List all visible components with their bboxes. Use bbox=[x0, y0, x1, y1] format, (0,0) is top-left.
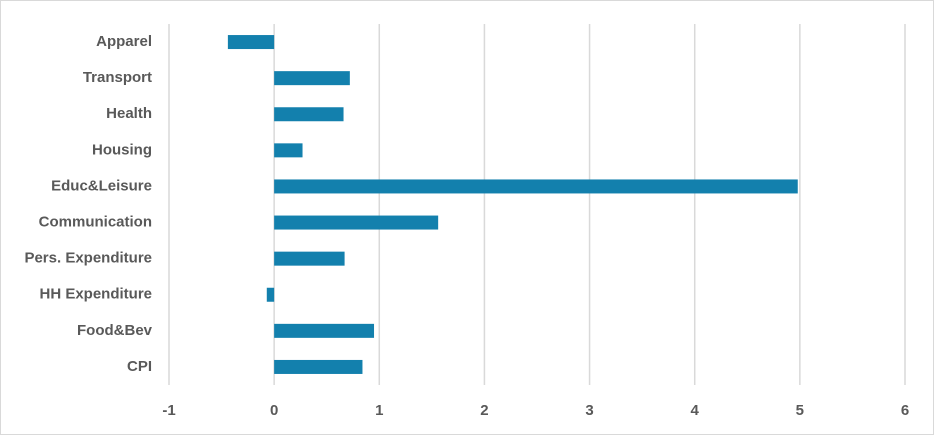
bar bbox=[274, 143, 303, 158]
x-tick-label: 5 bbox=[796, 402, 804, 419]
x-tick-label: 1 bbox=[375, 402, 383, 419]
x-tick-label: -1 bbox=[162, 402, 175, 419]
bar bbox=[274, 359, 363, 374]
x-tick-label: 6 bbox=[901, 402, 909, 419]
y-tick-label: Apparel bbox=[96, 33, 152, 50]
bar bbox=[274, 251, 345, 266]
y-tick-label: Transport bbox=[83, 69, 152, 86]
y-tick-label: Pers. Expenditure bbox=[24, 250, 152, 267]
x-tick-label: 4 bbox=[691, 402, 700, 419]
y-tick-label: Communication bbox=[39, 214, 152, 231]
bar bbox=[227, 35, 275, 50]
bar bbox=[274, 71, 350, 86]
y-tick-label: CPI bbox=[127, 358, 152, 375]
y-tick-label: Educ&Leisure bbox=[51, 177, 152, 194]
bar bbox=[274, 179, 798, 194]
y-tick-label: Health bbox=[106, 105, 152, 122]
y-tick-label: HH Expenditure bbox=[39, 286, 152, 303]
x-tick-label: 3 bbox=[585, 402, 593, 419]
x-tick-label: 0 bbox=[270, 402, 278, 419]
y-tick-label: Food&Bev bbox=[77, 322, 153, 339]
bar bbox=[274, 323, 375, 338]
x-tick-label: 2 bbox=[480, 402, 488, 419]
bar bbox=[274, 107, 344, 122]
bar bbox=[274, 215, 439, 230]
y-tick-label: Housing bbox=[92, 141, 152, 158]
bar bbox=[266, 287, 275, 302]
